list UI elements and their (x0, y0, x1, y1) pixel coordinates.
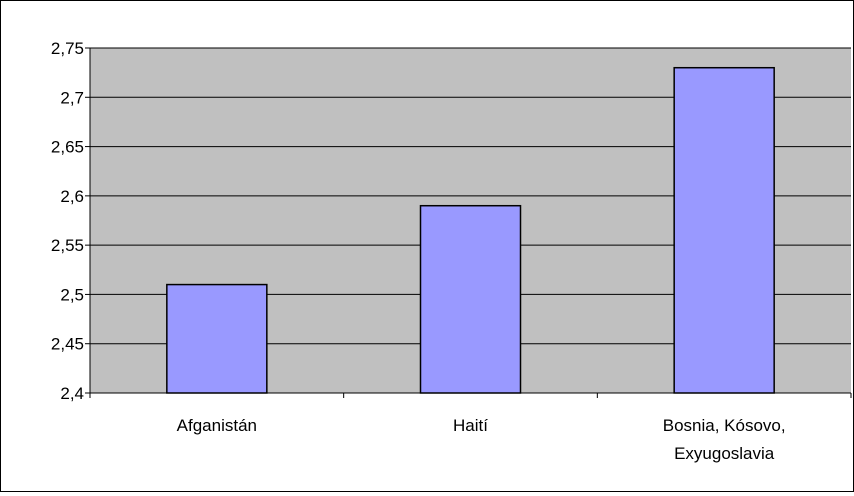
bars (166, 66, 775, 394)
y-tick-label: 2,7 (60, 88, 84, 107)
axes (85, 47, 852, 398)
bar (166, 283, 268, 394)
bar (419, 204, 522, 394)
y-tick-label: 2,55 (51, 236, 84, 255)
x-category-label: Bosnia, Kósovo, (663, 416, 786, 435)
y-tick-label: 2,4 (60, 384, 84, 403)
y-tick-label: 2,6 (60, 187, 84, 206)
y-tick-label: 2,65 (51, 138, 84, 157)
y-tick-label: 2,45 (51, 335, 84, 354)
y-tick-label: 2,5 (60, 285, 84, 304)
bar (673, 66, 775, 394)
x-category-label: Afganistán (177, 416, 257, 435)
y-tick-label: 2,75 (51, 39, 84, 58)
x-category-label: Exyugoslavia (674, 444, 775, 463)
x-category-label: Haití (453, 416, 488, 435)
labels: 2,4 2,45 2,5 2,55 2,6 2,65 2,7 2,75 Afganistán Ha… (51, 39, 786, 463)
